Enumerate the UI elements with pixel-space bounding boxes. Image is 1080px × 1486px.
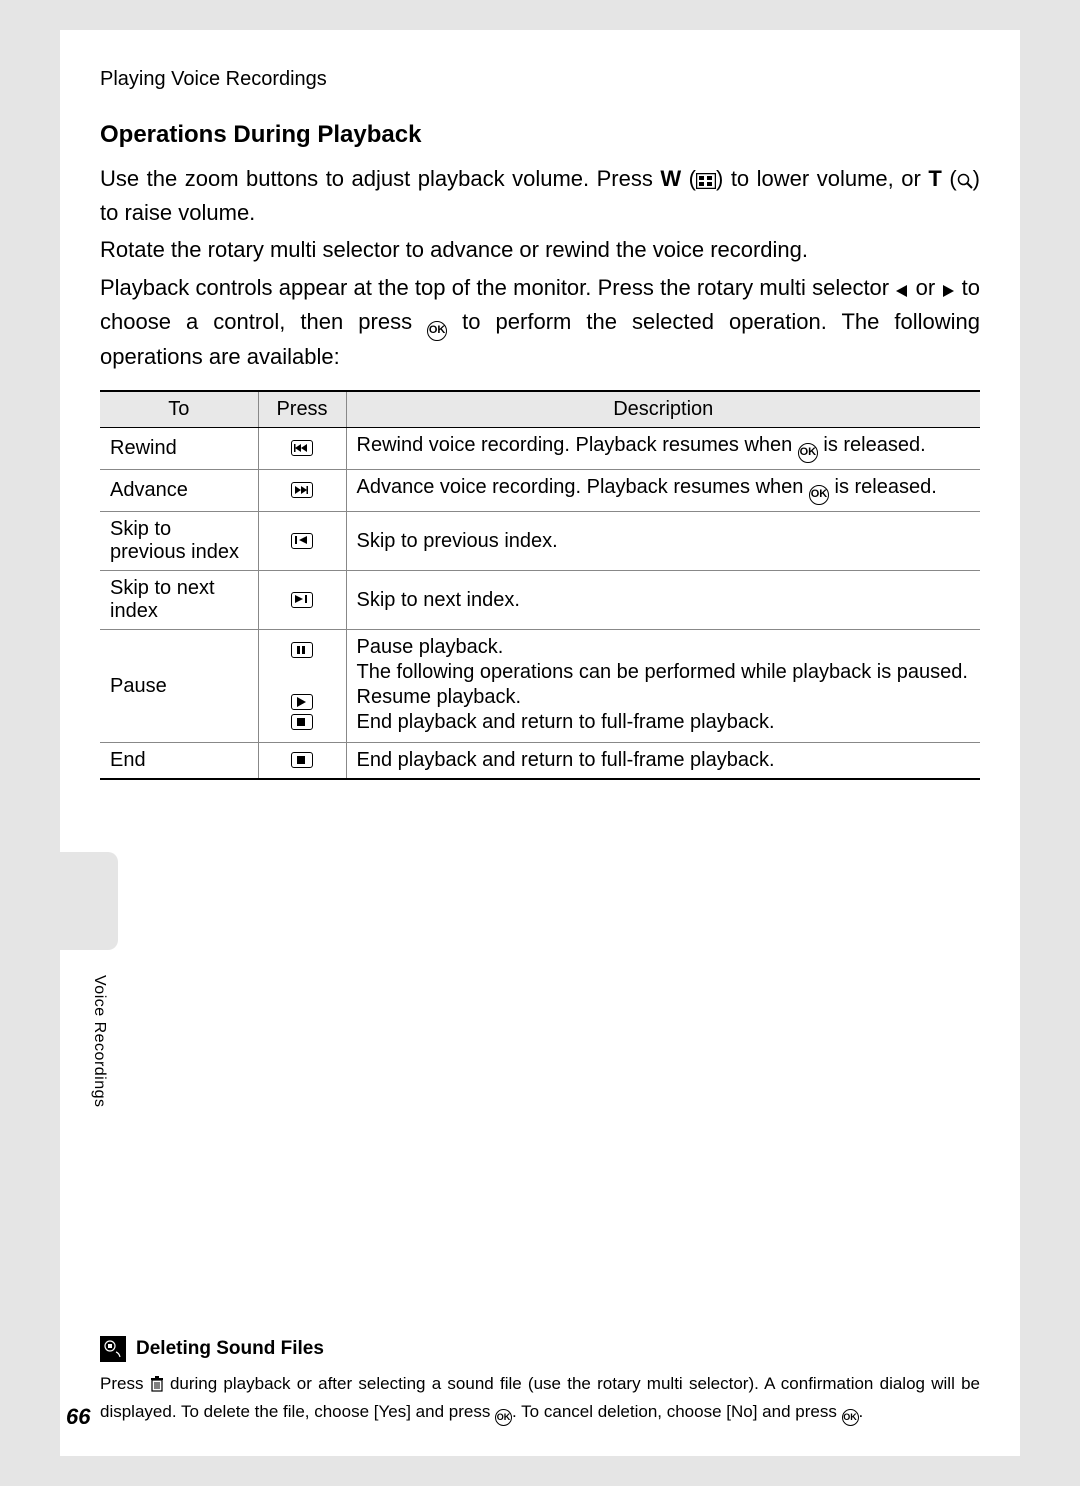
text: (: [681, 166, 696, 191]
text: Use the zoom buttons to adjust playback …: [100, 166, 660, 191]
section-label: Playing Voice Recordings: [100, 68, 980, 91]
w-key: W: [660, 166, 681, 191]
cell-press: [258, 428, 346, 470]
cell-press: [258, 571, 346, 630]
cell-desc: Skip to next index.: [346, 571, 980, 630]
cell-desc: Rewind voice recording. Playback resumes…: [346, 428, 980, 470]
cell-desc: Advance voice recording. Playback resume…: [346, 470, 980, 512]
table-row: Pause Pause playback. The following oper…: [100, 630, 980, 743]
cell-to: Skip to previous index: [100, 512, 258, 571]
table-header-row: To Press Description: [100, 391, 980, 428]
advance-icon: [291, 482, 313, 498]
magnify-icon: [957, 166, 973, 197]
t-key: T: [928, 166, 941, 191]
text: Advance voice recording. Playback resume…: [357, 476, 809, 498]
table-row: End End playback and return to full-fram…: [100, 743, 980, 780]
text: Rewind voice recording. Playback resumes…: [357, 434, 798, 456]
ok-icon: OK: [495, 1409, 512, 1426]
cell-desc: Skip to previous index.: [346, 512, 980, 571]
left-arrow-icon: [895, 275, 909, 306]
text: End playback and return to full-frame pl…: [357, 711, 971, 734]
header-to: To: [100, 391, 258, 428]
note-body: Press during playback or after selecting…: [100, 1372, 980, 1426]
cell-press: [258, 512, 346, 571]
text: is released.: [829, 476, 937, 498]
text: The following operations can be performe…: [357, 661, 971, 684]
page-heading: Operations During Playback: [100, 121, 980, 149]
page-number: 66: [66, 1404, 90, 1430]
cell-to: Rewind: [100, 428, 258, 470]
note-heading: Deleting Sound Files: [100, 1336, 980, 1362]
cell-desc: End playback and return to full-frame pl…: [346, 743, 980, 780]
cell-press: [258, 630, 346, 743]
note-block: Deleting Sound Files Press during playba…: [100, 1336, 980, 1426]
header-press: Press: [258, 391, 346, 428]
cell-to: End: [100, 743, 258, 780]
side-tab: [60, 852, 118, 950]
operations-table: To Press Description Rewind Rewind voice…: [100, 390, 980, 780]
skip-next-icon: [291, 592, 313, 608]
paragraph-rotate: Rotate the rotary multi selector to adva…: [100, 234, 980, 265]
play-icon: [291, 694, 313, 710]
table-row: Advance Advance voice recording. Playbac…: [100, 470, 980, 512]
table-row: Rewind Rewind voice recording. Playback …: [100, 428, 980, 470]
pause-icon: [291, 642, 313, 658]
stop-icon: [291, 752, 313, 768]
manual-page: Playing Voice Recordings Operations Duri…: [60, 30, 1020, 1456]
table-row: Skip to previous index Skip to previous …: [100, 512, 980, 571]
text: . To cancel deletion, choose [No] and pr…: [512, 1402, 842, 1421]
text: (: [942, 166, 957, 191]
cell-to: Pause: [100, 630, 258, 743]
trash-icon: [150, 1375, 164, 1400]
cell-to: Skip to next index: [100, 571, 258, 630]
text: ) to lower volume, or: [716, 166, 928, 191]
ok-icon: OK: [842, 1409, 859, 1426]
cell-press: [258, 743, 346, 780]
cell-press: [258, 470, 346, 512]
rewind-icon: [291, 440, 313, 456]
header-description: Description: [346, 391, 980, 428]
right-arrow-icon: [941, 275, 955, 306]
side-section-label: Voice Recordings: [90, 975, 108, 1108]
text: is released.: [818, 434, 926, 456]
note-voice-icon: [100, 1336, 126, 1362]
paragraph-controls: Playback controls appear at the top of t…: [100, 272, 980, 372]
thumbnail-icon: [696, 166, 716, 197]
ok-icon: OK: [798, 443, 818, 463]
ok-icon: OK: [809, 485, 829, 505]
cell-desc: Pause playback. The following operations…: [346, 630, 980, 743]
stop-icon: [291, 714, 313, 730]
table-row: Skip to next index Skip to next index.: [100, 571, 980, 630]
text: Playback controls appear at the top of t…: [100, 275, 895, 300]
text: .: [859, 1402, 864, 1421]
paragraph-volume: Use the zoom buttons to adjust playback …: [100, 163, 980, 228]
ok-icon: OK: [427, 321, 447, 341]
text: Pause playback.: [357, 636, 971, 659]
skip-prev-icon: [291, 533, 313, 549]
text: Resume playback.: [357, 686, 971, 709]
note-title: Deleting Sound Files: [136, 1338, 324, 1360]
text: Press: [100, 1374, 150, 1393]
cell-to: Advance: [100, 470, 258, 512]
text: or: [909, 275, 941, 300]
